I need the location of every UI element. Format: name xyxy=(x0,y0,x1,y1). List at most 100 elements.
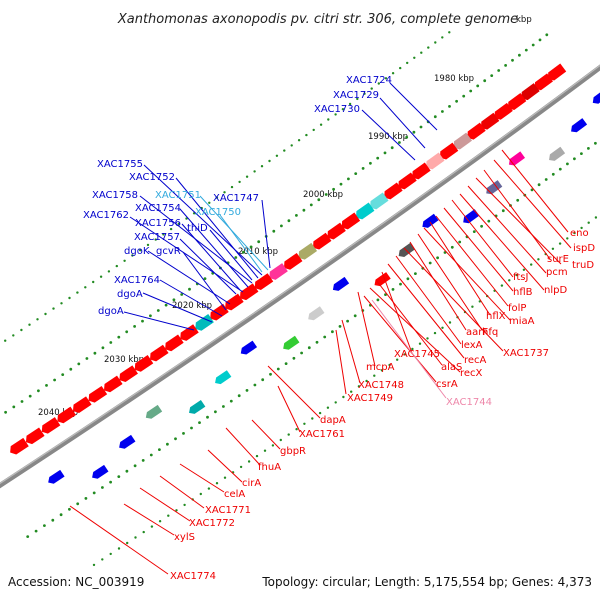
gene-arrow xyxy=(165,334,184,352)
reverse-strand-gene xyxy=(88,385,108,403)
tick-dot xyxy=(420,51,423,54)
scale-label-kbp: kbp xyxy=(516,15,532,25)
reverse-strand-gene xyxy=(254,273,274,291)
tick-dot xyxy=(43,524,46,527)
gene-arrow xyxy=(370,192,389,210)
tick-dot xyxy=(448,31,451,34)
gene-arrow xyxy=(180,324,199,341)
reverse-strand-gene xyxy=(195,313,214,331)
gene-label-trud: truD xyxy=(572,260,594,271)
gene-arrow xyxy=(453,132,473,150)
tick-dot xyxy=(455,99,458,103)
tick-dot xyxy=(223,191,226,194)
reverse-strand-gene xyxy=(239,283,259,301)
gene-arrow xyxy=(119,365,138,382)
tick-dot xyxy=(230,185,234,189)
tick-dot xyxy=(253,170,256,173)
gene-label-ftsj: ftsJ xyxy=(513,272,528,283)
tick-dot xyxy=(292,356,296,360)
reverse-strand-gene xyxy=(508,93,527,110)
tick-dot xyxy=(162,233,165,236)
tick-dot xyxy=(271,444,275,447)
gene-arrow xyxy=(308,306,325,321)
reverse-strand-gene xyxy=(547,63,567,81)
tick-dot xyxy=(76,502,80,506)
tick-dot xyxy=(515,273,518,277)
forward-strand-gene xyxy=(283,335,300,350)
tick-dot xyxy=(283,149,286,152)
tick-dot xyxy=(183,503,186,507)
tick-dot xyxy=(280,224,283,228)
gene-label-sure: surE xyxy=(547,254,569,265)
tick-dot xyxy=(472,230,476,234)
gene-label-xac1762: XAC1762 xyxy=(83,210,129,221)
gene-arrow xyxy=(327,222,346,240)
tick-dot xyxy=(199,492,202,496)
reverse-strand-gene xyxy=(356,202,375,220)
tick-dot xyxy=(331,330,334,334)
tick-dot xyxy=(149,314,152,318)
tick-dot xyxy=(169,227,173,231)
tick-dot xyxy=(177,222,180,225)
tick-dot xyxy=(76,291,79,294)
tick-dot xyxy=(45,384,48,387)
tick-dot xyxy=(172,298,176,302)
tick-dot xyxy=(84,497,88,500)
tick-dot xyxy=(174,437,177,441)
tick-dot xyxy=(115,264,119,268)
tick-dot xyxy=(530,188,534,192)
tick-dot xyxy=(332,187,335,191)
tick-dot xyxy=(376,156,380,160)
gene-label-xac1772: XAC1772 xyxy=(189,518,235,529)
forward-strand-gene xyxy=(92,464,109,479)
tick-dot xyxy=(350,390,353,393)
gene-label-recx: recX xyxy=(460,368,483,379)
gene-arrow xyxy=(481,112,500,130)
tick-dot xyxy=(450,245,454,249)
tick-dot xyxy=(426,337,429,340)
tick-dot xyxy=(295,428,298,431)
tick-dot xyxy=(139,249,142,252)
gene-arrow xyxy=(384,182,403,200)
tick-dot xyxy=(480,224,483,228)
tick-dot xyxy=(253,383,257,387)
tick-dot xyxy=(469,89,473,93)
tick-dot xyxy=(545,33,549,37)
reverse-strand-gene xyxy=(370,192,389,210)
tick-dot xyxy=(516,198,520,202)
tick-dot xyxy=(185,217,188,220)
tick-dot xyxy=(61,373,65,376)
reverse-strand-gene xyxy=(426,152,445,170)
gene-label-gbpr: gbpR xyxy=(280,446,306,457)
tick-dot xyxy=(198,421,201,424)
tick-dot xyxy=(26,535,30,538)
gene-arrow xyxy=(508,93,527,110)
gene-label-xyls: xylS xyxy=(174,532,195,543)
tick-dot xyxy=(458,240,462,244)
tick-dot xyxy=(323,335,327,339)
tick-dot xyxy=(4,410,7,414)
scale-label-1990: 1990 kbp xyxy=(368,132,408,142)
tick-dot xyxy=(297,139,301,142)
tick-dot xyxy=(101,558,104,561)
tick-dot xyxy=(594,216,598,219)
tick-dot xyxy=(260,165,264,168)
gene-arrow xyxy=(150,344,169,362)
tick-dot xyxy=(338,325,342,328)
gene-label-reca: recA xyxy=(464,355,487,366)
tick-dot xyxy=(85,357,89,360)
tick-dot xyxy=(287,219,291,223)
reverse-strand-gene xyxy=(521,83,540,101)
tick-dot xyxy=(566,237,569,240)
tick-dot xyxy=(566,162,569,166)
tick-dot xyxy=(180,293,184,296)
tick-dot xyxy=(433,331,437,335)
gene-arrow xyxy=(313,232,332,250)
reverse-strand-gene xyxy=(10,437,29,455)
gene-arrow xyxy=(103,375,123,393)
gene-arrow xyxy=(422,213,439,228)
tick-dot xyxy=(290,144,293,147)
tick-dot xyxy=(275,154,279,157)
tick-dot xyxy=(36,318,39,321)
gene-label-xac1756: XAC1756 xyxy=(135,218,181,229)
